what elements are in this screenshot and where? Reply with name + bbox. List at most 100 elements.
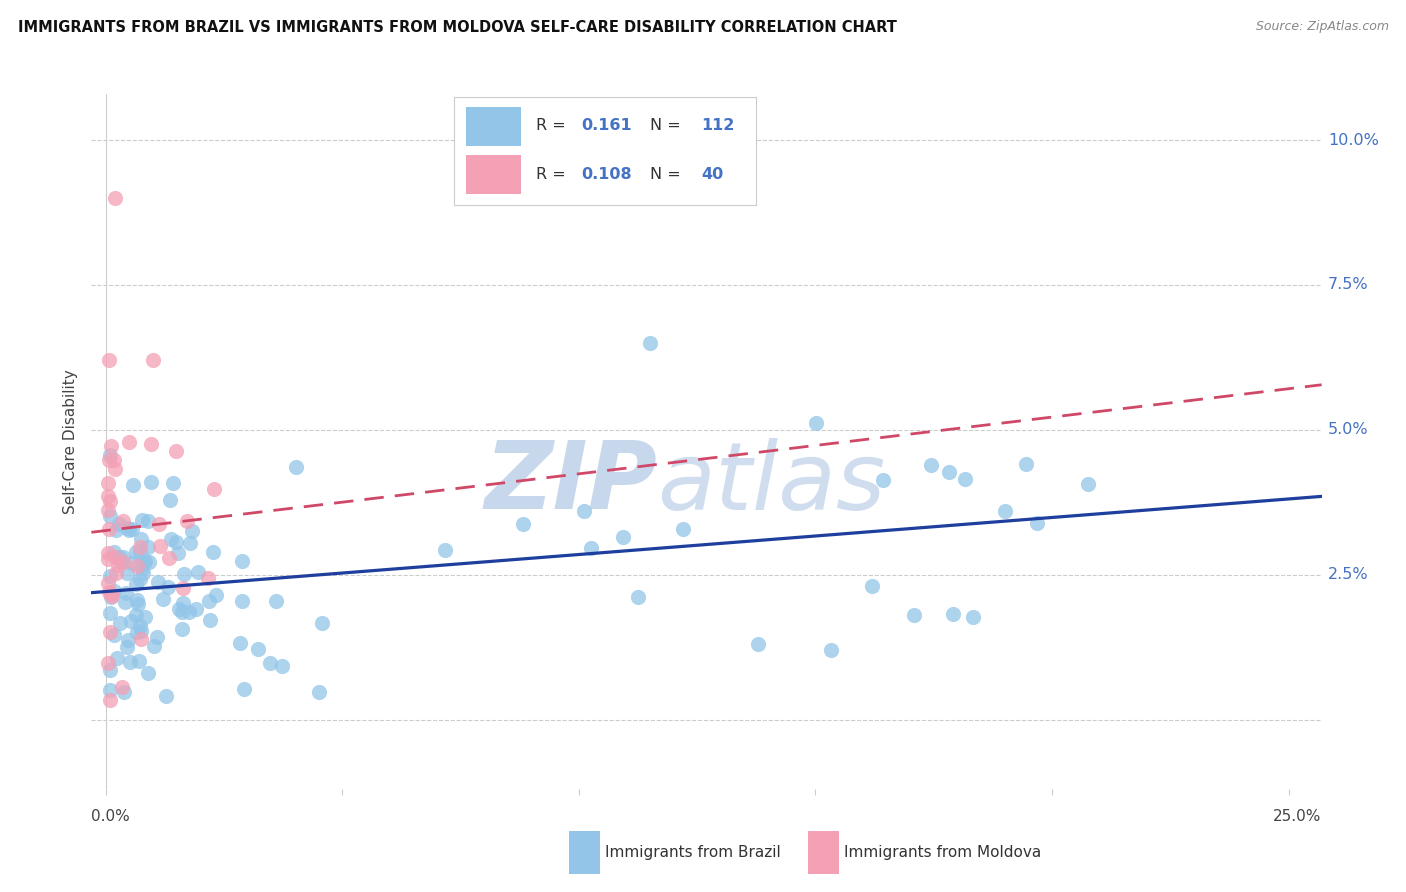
Point: [105, 651, 128, 665]
Text: Immigrants from Brazil: Immigrants from Brazil: [605, 846, 780, 860]
Point: [125, 593, 148, 607]
Point: [172, 622, 194, 636]
Point: [98, 693, 121, 707]
Point: [98, 683, 121, 698]
Point: [953, 472, 976, 486]
Point: [1076, 477, 1098, 491]
Text: Immigrants from Moldova: Immigrants from Moldova: [844, 846, 1040, 860]
Point: [202, 483, 225, 497]
Point: [115, 640, 138, 655]
Point: [308, 685, 330, 699]
Point: [129, 618, 152, 632]
Point: [112, 684, 135, 698]
Point: [920, 458, 942, 473]
Point: [132, 566, 155, 580]
Point: [136, 514, 159, 528]
Point: [104, 462, 127, 476]
Point: [142, 353, 165, 368]
Point: [112, 555, 135, 569]
Point: [860, 579, 883, 593]
Point: [672, 522, 695, 536]
Point: [121, 556, 143, 570]
Point: [98, 494, 121, 508]
Point: [115, 586, 138, 600]
Text: IMMIGRANTS FROM BRAZIL VS IMMIGRANTS FROM MOLDOVA SELF-CARE DISABILITY CORRELATI: IMMIGRANTS FROM BRAZIL VS IMMIGRANTS FRO…: [18, 20, 897, 35]
Point: [98, 353, 121, 368]
Point: [205, 588, 228, 602]
Point: [820, 642, 842, 657]
Point: [125, 545, 148, 559]
Point: [127, 597, 149, 611]
Point: [128, 540, 150, 554]
Point: [128, 572, 150, 586]
Point: [1015, 457, 1038, 471]
Point: [229, 636, 252, 650]
Text: 5.0%: 5.0%: [1327, 423, 1368, 437]
Point: [198, 594, 221, 608]
Point: [128, 544, 150, 558]
Point: [173, 567, 195, 582]
Point: [165, 534, 187, 549]
Point: [112, 514, 135, 528]
Point: [98, 606, 121, 620]
Point: [136, 540, 159, 554]
Point: [155, 689, 177, 703]
Point: [157, 580, 180, 594]
Point: [962, 610, 984, 624]
Point: [110, 555, 132, 569]
Point: [98, 585, 121, 599]
Point: [136, 665, 159, 680]
Point: [139, 437, 162, 451]
Point: [125, 608, 148, 623]
Point: [98, 568, 121, 582]
Point: [97, 656, 120, 670]
Point: [115, 566, 138, 580]
Point: [103, 545, 125, 559]
Point: [107, 558, 129, 573]
Point: [994, 504, 1017, 518]
Text: 25.0%: 25.0%: [1274, 809, 1322, 824]
Point: [157, 551, 180, 566]
Point: [311, 616, 333, 631]
Point: [131, 513, 153, 527]
Point: [232, 681, 254, 696]
Point: [97, 551, 120, 566]
Point: [120, 614, 142, 628]
Point: [117, 632, 139, 647]
Point: [103, 584, 125, 599]
Text: atlas: atlas: [657, 438, 886, 529]
Y-axis label: Self-Care Disability: Self-Care Disability: [63, 369, 79, 514]
Point: [128, 654, 150, 668]
Point: [259, 657, 281, 671]
Point: [129, 624, 152, 639]
Point: [98, 452, 121, 467]
Point: [172, 581, 194, 595]
Point: [127, 625, 149, 640]
Point: [173, 596, 195, 610]
Point: [104, 191, 127, 205]
Point: [107, 550, 129, 565]
Text: 0.0%: 0.0%: [91, 809, 131, 824]
Point: [97, 522, 120, 536]
Point: [804, 417, 827, 431]
Point: [100, 439, 122, 453]
Point: [581, 541, 603, 556]
Text: ZIP: ZIP: [485, 437, 657, 529]
Point: [104, 523, 127, 537]
Point: [938, 465, 960, 479]
Point: [903, 607, 925, 622]
Point: [97, 545, 120, 559]
Point: [134, 610, 156, 624]
Text: 7.5%: 7.5%: [1327, 277, 1368, 293]
Point: [100, 591, 122, 605]
Text: Source: ZipAtlas.com: Source: ZipAtlas.com: [1256, 20, 1389, 33]
Point: [612, 530, 634, 544]
Point: [148, 517, 170, 532]
Point: [103, 628, 125, 642]
Point: [115, 521, 138, 535]
Point: [142, 639, 165, 653]
Point: [942, 607, 965, 621]
Point: [177, 605, 200, 619]
Point: [264, 594, 287, 608]
Point: [97, 476, 120, 491]
